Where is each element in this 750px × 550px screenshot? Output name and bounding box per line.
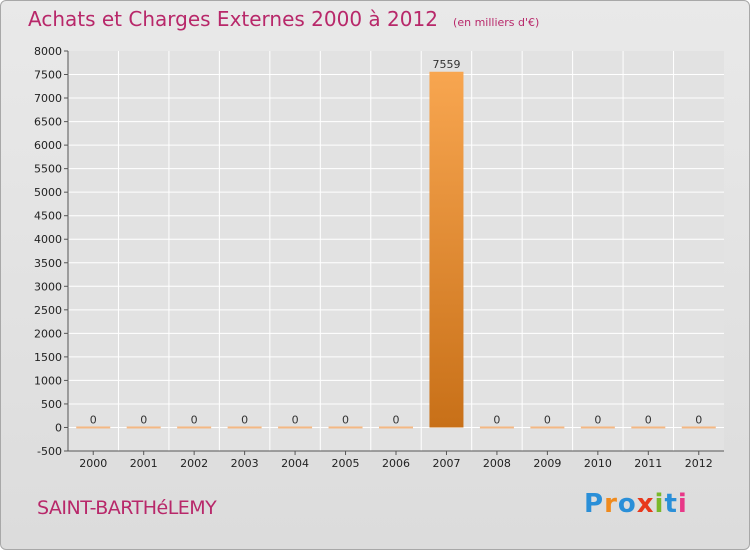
y-tick-label: 1500 (34, 351, 62, 364)
logo-letter: o (617, 489, 637, 519)
y-tick-label: 4000 (34, 233, 62, 246)
plot-area (68, 51, 724, 451)
x-tick-label: 2003 (231, 457, 259, 470)
y-tick-label: 8000 (34, 45, 62, 58)
bar (479, 426, 514, 429)
x-tick-label: 2009 (533, 457, 561, 470)
x-tick-label: 2002 (180, 457, 208, 470)
data-label: 0 (241, 413, 248, 426)
axes: -500 0 500 1000 1500 2000 2500 3000 3500 4000 4500… (34, 45, 724, 470)
chart-subtitle: (en milliers d'€) (453, 16, 540, 29)
y-tick-label: 2500 (34, 304, 62, 317)
data-label: 0 (594, 413, 601, 426)
bar (429, 71, 464, 428)
y-tick-label: 6000 (34, 139, 62, 152)
x-tick-label: 2001 (130, 457, 158, 470)
y-tick-label: 5000 (34, 186, 62, 199)
bar (177, 426, 212, 429)
bar (631, 426, 666, 429)
chart-header: Achats et Charges Externes 2000 à 2012 (… (28, 7, 539, 31)
logo-letter: i (654, 489, 665, 519)
logo-letter: P (584, 489, 605, 519)
y-tick-label: 2000 (34, 327, 62, 340)
data-labels: 0 0 0 0 0 0 0 7559 0 0 0 0 0 (90, 58, 703, 427)
x-tick-label: 2006 (382, 457, 410, 470)
logo-letter: t (664, 489, 678, 519)
bar (227, 426, 262, 429)
x-tick-label: 2008 (483, 457, 511, 470)
y-tick-label: 1000 (34, 374, 62, 387)
y-tick-label: 4500 (34, 210, 62, 223)
bar (126, 426, 161, 429)
x-tick-label: 2011 (634, 457, 662, 470)
bars (76, 71, 716, 429)
y-tick-label: 3000 (34, 280, 62, 293)
data-label: 0 (191, 413, 198, 426)
data-label: 0 (292, 413, 299, 426)
bar (379, 426, 413, 429)
data-label: 0 (493, 413, 500, 426)
logo-letter: i (677, 489, 688, 519)
x-tick-label: 2005 (332, 457, 360, 470)
y-tick-label: 0 (55, 421, 62, 434)
data-label: 0 (342, 413, 349, 426)
y-tick-label: -500 (37, 445, 62, 458)
x-tick-label: 2010 (584, 457, 612, 470)
data-label: 0 (90, 413, 97, 426)
data-label: 0 (393, 413, 400, 426)
commune-name: SAINT-BARTHéLEMY (37, 497, 217, 519)
bar (681, 426, 716, 429)
proxiti-logo[interactable]: Proxiti (584, 489, 688, 519)
bar (76, 426, 111, 429)
chart-title: Achats et Charges Externes 2000 à 2012 (28, 7, 438, 31)
y-tick-label: 6500 (34, 116, 62, 129)
y-tick-label: 7000 (34, 92, 62, 105)
logo-letter: r (604, 489, 618, 519)
data-label: 0 (645, 413, 652, 426)
y-tick-label: 500 (41, 398, 62, 411)
x-tick-label: 2007 (432, 457, 460, 470)
x-tick-label: 2004 (281, 457, 309, 470)
y-tick-label: 7500 (34, 69, 62, 82)
data-label: 7559 (432, 58, 460, 71)
data-label: 0 (544, 413, 551, 426)
bar (278, 426, 313, 429)
x-tick-label: 2000 (79, 457, 107, 470)
y-tick-label: 5500 (34, 163, 62, 176)
y-tick-label: 3500 (34, 257, 62, 270)
x-tick-label: 2012 (685, 457, 713, 470)
logo-letter: x (636, 489, 655, 519)
data-label: 0 (695, 413, 702, 426)
bar (328, 426, 363, 429)
data-label: 0 (140, 413, 147, 426)
bar (580, 426, 615, 429)
bar (530, 426, 565, 429)
